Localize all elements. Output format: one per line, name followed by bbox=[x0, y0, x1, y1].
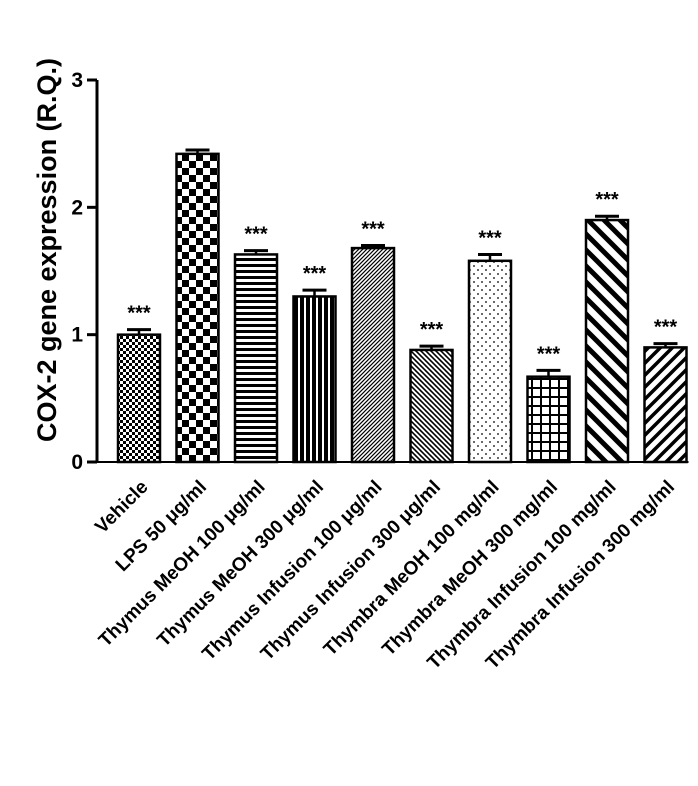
y-tick-label: 2 bbox=[71, 196, 83, 219]
bar bbox=[350, 246, 396, 464]
bar bbox=[233, 253, 279, 464]
bar bbox=[526, 375, 571, 464]
significance-marker: *** bbox=[127, 303, 151, 325]
significance-marker: *** bbox=[420, 319, 444, 341]
significance-marker: *** bbox=[361, 219, 385, 241]
y-axis-label: COX-2 gene expression (R.Q.) bbox=[32, 58, 62, 442]
bar bbox=[643, 346, 688, 464]
significance-marker: *** bbox=[537, 343, 561, 365]
y-tick-label: 3 bbox=[71, 69, 83, 92]
significance-marker: *** bbox=[303, 263, 327, 285]
significance-marker: *** bbox=[478, 227, 502, 249]
bar bbox=[116, 333, 162, 464]
significance-marker: *** bbox=[244, 224, 268, 246]
bar bbox=[467, 259, 513, 464]
bar bbox=[175, 152, 220, 464]
bar bbox=[584, 218, 630, 464]
y-tick-label: 0 bbox=[71, 451, 83, 474]
significance-marker: *** bbox=[595, 189, 619, 211]
significance-marker: *** bbox=[654, 317, 678, 339]
bar bbox=[409, 348, 454, 464]
y-tick-label: 1 bbox=[71, 324, 83, 347]
bar bbox=[292, 295, 337, 464]
